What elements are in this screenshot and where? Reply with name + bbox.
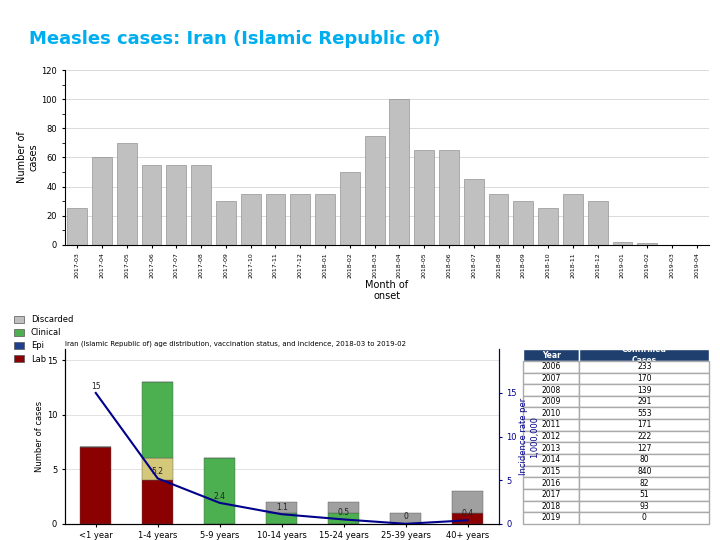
Bar xyxy=(143,458,174,480)
Bar xyxy=(67,208,87,245)
Text: 0: 0 xyxy=(403,512,408,522)
Y-axis label: Number of cases: Number of cases xyxy=(35,401,44,472)
Text: Iran (Islamic Republic of) age distribution, vaccination status, and incidence, : Iran (Islamic Republic of) age distribut… xyxy=(65,340,406,347)
Bar xyxy=(315,194,335,245)
Text: 2.4: 2.4 xyxy=(214,491,225,501)
Bar xyxy=(365,136,384,245)
Y-axis label: Number of
cases: Number of cases xyxy=(17,132,39,183)
Bar xyxy=(81,448,112,524)
Bar xyxy=(166,165,186,245)
Bar xyxy=(489,194,508,245)
Bar xyxy=(92,158,112,245)
Bar xyxy=(266,194,285,245)
Y-axis label: Incidence rate per
1,000,000: Incidence rate per 1,000,000 xyxy=(519,398,539,475)
Bar xyxy=(142,165,161,245)
Bar xyxy=(216,201,236,245)
Bar xyxy=(266,502,297,513)
Bar xyxy=(143,480,174,524)
Bar xyxy=(204,458,235,524)
Bar xyxy=(563,194,582,245)
X-axis label: Month of
onset: Month of onset xyxy=(366,280,408,301)
Bar xyxy=(637,243,657,245)
Bar xyxy=(452,513,483,524)
Bar xyxy=(439,150,459,245)
Bar xyxy=(143,382,174,458)
Bar xyxy=(452,491,483,513)
Bar xyxy=(588,201,608,245)
Bar xyxy=(538,208,558,245)
Bar xyxy=(414,150,434,245)
Text: 5.2: 5.2 xyxy=(152,467,163,476)
Legend: Discarded, Clinical, Epi, Lab: Discarded, Clinical, Epi, Lab xyxy=(14,315,73,363)
Text: 0.5: 0.5 xyxy=(338,508,350,517)
Text: Measles cases: Iran (Islamic Republic of): Measles cases: Iran (Islamic Republic of… xyxy=(29,30,440,48)
Bar xyxy=(117,143,137,245)
Bar xyxy=(290,194,310,245)
Bar xyxy=(328,502,359,513)
Bar xyxy=(192,165,211,245)
Bar xyxy=(390,99,409,245)
Bar xyxy=(266,513,297,524)
Text: 15: 15 xyxy=(91,382,101,390)
Text: 0.4: 0.4 xyxy=(462,509,474,518)
Bar xyxy=(613,242,632,245)
Bar xyxy=(390,513,421,524)
Bar xyxy=(328,513,359,524)
Bar xyxy=(513,201,534,245)
Bar xyxy=(240,194,261,245)
Text: 1.1: 1.1 xyxy=(276,503,287,512)
Bar xyxy=(340,172,360,245)
Bar xyxy=(464,179,484,245)
